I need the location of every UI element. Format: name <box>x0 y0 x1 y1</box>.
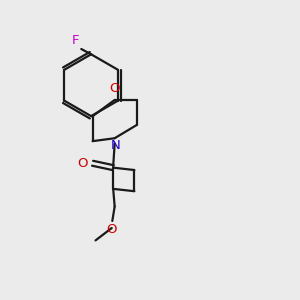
Text: O: O <box>106 223 117 236</box>
Text: N: N <box>110 139 120 152</box>
Text: F: F <box>71 34 79 47</box>
Text: O: O <box>77 157 87 170</box>
Text: O: O <box>110 82 120 94</box>
